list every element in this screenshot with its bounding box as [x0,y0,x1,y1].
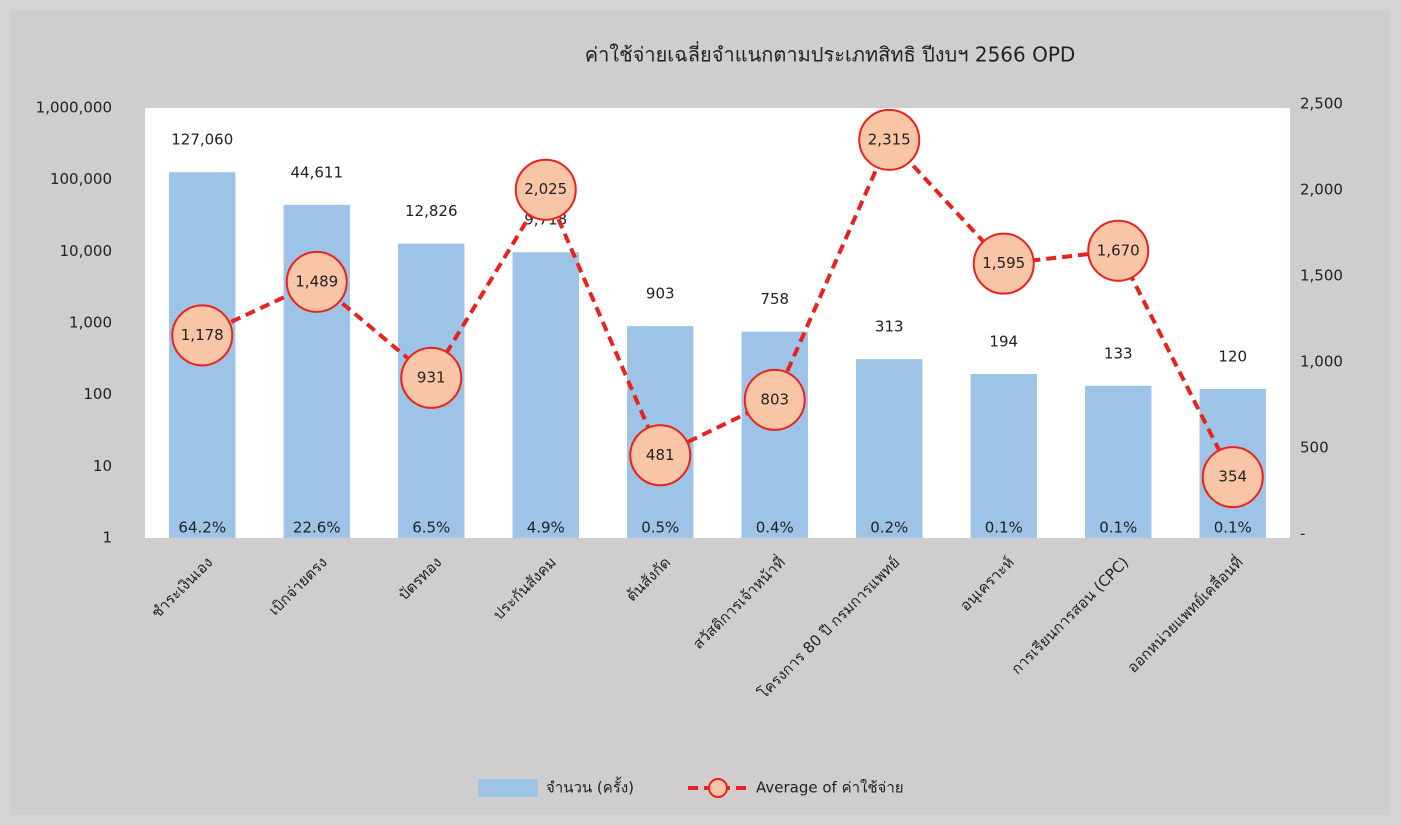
bar [856,359,923,538]
bar-value-label: 12,826 [405,202,458,220]
line-value-label: 931 [417,368,446,386]
bar-value-label: 127,060 [171,131,233,149]
legend-label: Average of ค่าใช้จ่าย [756,779,904,797]
line-value-label: 354 [1218,468,1247,486]
legend-swatch [708,778,728,798]
y-tick-label: 100,000 [50,170,112,188]
y-tick-label: 1 [102,529,112,547]
share-label: 0.5% [641,519,679,537]
line-value-label: 2,315 [868,130,911,148]
share-label: 64.2% [178,519,226,537]
share-label: 22.6% [293,519,341,537]
line-marker [1201,446,1264,509]
line-value-label: 1,178 [181,326,224,344]
line-value-label: 481 [646,446,675,464]
share-label: 0.1% [1214,519,1252,537]
bar-value-label: 313 [875,318,904,336]
share-label: 0.2% [870,519,908,537]
bar-value-label: 194 [989,333,1018,351]
line-value-label: 803 [760,390,789,408]
share-label: 0.1% [985,519,1023,537]
bar-value-label: 903 [646,285,675,303]
y-tick-label: 100 [83,385,112,403]
bar [970,374,1037,538]
line-value-label: 1,595 [982,254,1025,272]
legend-label: จำนวน (ครั้ง) [546,777,634,797]
line-marker [743,368,806,431]
y2-tick-label: 2,000 [1300,181,1343,199]
y2-tick-label: - [1300,525,1305,543]
bar [741,331,808,538]
y-tick-label: 1,000,000 [36,99,112,117]
bar-value-label: 758 [760,290,789,308]
line-value-label: 1,489 [295,272,338,290]
y2-tick-label: 1,000 [1300,353,1343,371]
share-label: 6.5% [412,519,450,537]
line-marker [514,158,577,221]
line-value-label: 2,025 [524,180,567,198]
line-marker [972,232,1035,295]
bar-value-label: 133 [1104,344,1133,362]
y-tick-label: 10 [93,457,112,475]
line-marker [629,424,692,487]
bar [512,252,579,538]
line-value-label: 1,670 [1097,241,1140,259]
line-marker [400,346,463,409]
share-label: 0.4% [756,519,794,537]
share-label: 4.9% [527,519,565,537]
bar-value-label: 120 [1218,347,1247,365]
y2-tick-label: 1,500 [1300,267,1343,285]
y2-tick-label: 500 [1300,439,1329,457]
line-marker [285,250,348,313]
bar-value-label: 44,611 [291,163,344,181]
share-label: 0.1% [1099,519,1137,537]
chart-title: ค่าใช้จ่ายเฉลี่ยจำแนกตามประเภทสิทธิ ปีงบ… [585,41,1076,67]
y-tick-label: 1,000 [69,314,112,332]
legend-swatch [478,779,538,797]
bar [1085,385,1152,538]
line [201,136,1235,479]
line-marker [1087,219,1150,282]
y-tick-label: 10,000 [60,242,113,260]
line-marker [858,108,921,171]
line-marker [171,304,234,367]
y2-tick-label: 2,500 [1300,95,1343,113]
